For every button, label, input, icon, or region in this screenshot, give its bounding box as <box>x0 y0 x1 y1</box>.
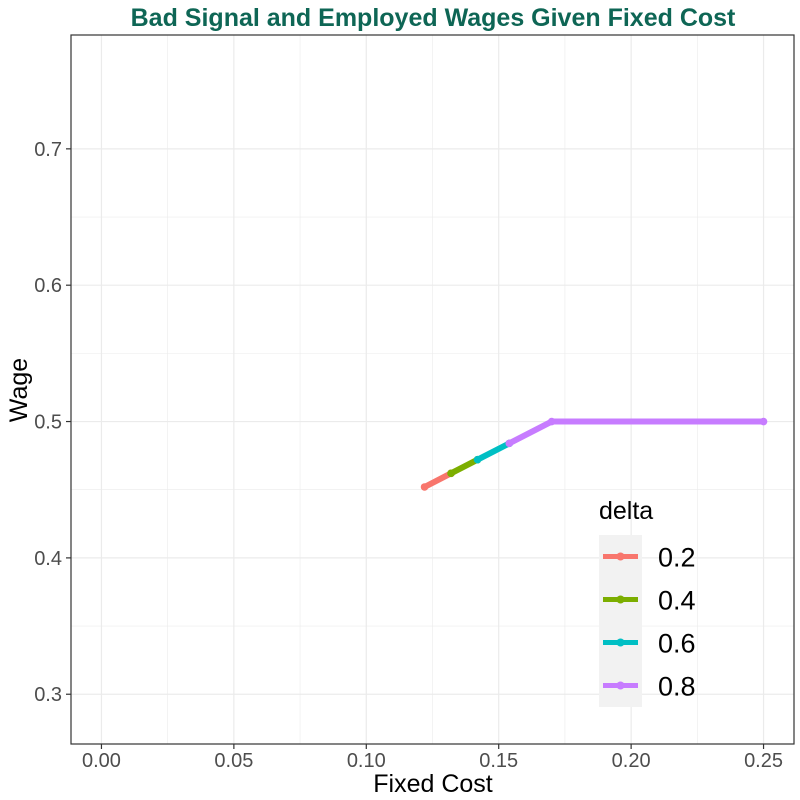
x-tick-label: 0.25 <box>744 750 783 772</box>
y-axis-title: Wage <box>5 358 33 422</box>
x-tick-label: 0.15 <box>479 750 518 772</box>
data-point <box>420 483 429 491</box>
x-tick-label: 0.20 <box>612 750 651 772</box>
legend-label: 0.4 <box>658 586 696 616</box>
y-axis: 0.3 0.4 0.5 0.6 0.7 <box>34 139 71 706</box>
data-point <box>447 469 455 478</box>
x-axis-title: Fixed Cost <box>373 770 493 798</box>
legend-key-point <box>616 681 625 690</box>
legend: delta 0.2 0.4 0.6 0.8 <box>599 497 696 707</box>
data-point <box>473 455 482 464</box>
x-tick-label: 0.00 <box>82 750 121 772</box>
y-tick-label: 0.4 <box>34 548 62 570</box>
legend-label: 0.6 <box>658 629 696 659</box>
legend-key-point <box>616 595 625 604</box>
y-tick-label: 0.7 <box>34 139 62 161</box>
legend-item: 0.4 <box>599 578 696 621</box>
legend-title: delta <box>599 497 653 525</box>
legend-key-point <box>616 552 625 561</box>
series-line <box>448 456 481 477</box>
data-point <box>547 417 556 426</box>
legend-key-point <box>616 638 625 647</box>
series-line <box>421 470 455 490</box>
data-point <box>759 417 768 426</box>
legend-item: 0.6 <box>599 621 696 664</box>
series-line <box>506 418 767 447</box>
y-tick-label: 0.6 <box>34 275 62 297</box>
legend-label: 0.8 <box>658 672 696 702</box>
plot-panel-border <box>70 34 795 745</box>
legend-item: 0.2 <box>599 535 696 578</box>
legend-item: 0.8 <box>599 664 696 707</box>
series-layer <box>420 417 768 491</box>
x-tick-label: 0.10 <box>347 750 386 772</box>
data-point <box>505 439 514 448</box>
x-axis: 0.00 0.05 0.10 0.15 0.20 0.25 <box>82 744 783 772</box>
series-0.8 <box>505 417 768 448</box>
y-tick-label: 0.3 <box>34 684 62 706</box>
series-line <box>474 440 513 463</box>
chart-title: Bad Signal and Employed Wages Given Fixe… <box>131 4 736 32</box>
legend-label: 0.2 <box>658 543 696 573</box>
y-tick-label: 0.5 <box>34 412 62 434</box>
x-tick-label: 0.05 <box>214 750 253 772</box>
